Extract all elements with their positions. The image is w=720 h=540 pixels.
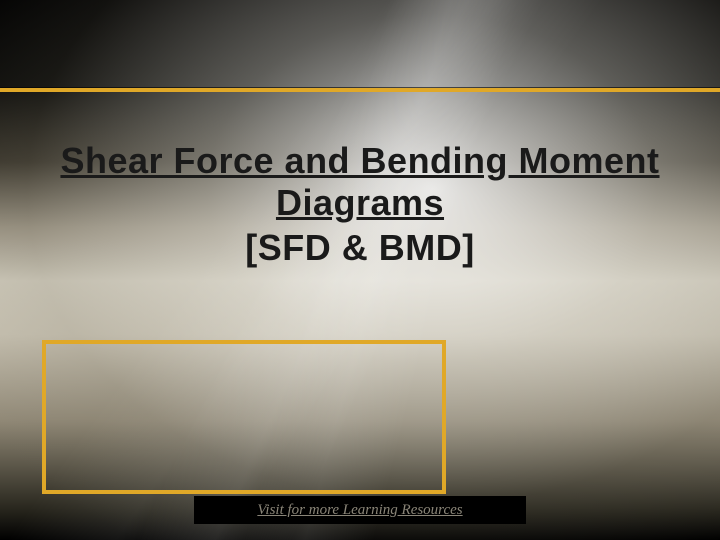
content-placeholder-box bbox=[42, 340, 446, 494]
footer-link-container: Visit for more Learning Resources bbox=[194, 496, 526, 524]
footer-link[interactable]: Visit for more Learning Resources bbox=[257, 502, 462, 519]
slide-canvas: Shear Force and Bending Moment Diagrams … bbox=[0, 0, 720, 540]
slide-subtitle: [SFD & BMD] bbox=[0, 225, 720, 270]
title-block: Shear Force and Bending Moment Diagrams … bbox=[0, 140, 720, 270]
slide-title: Shear Force and Bending Moment Diagrams bbox=[0, 140, 720, 225]
accent-top-bar bbox=[0, 88, 720, 92]
